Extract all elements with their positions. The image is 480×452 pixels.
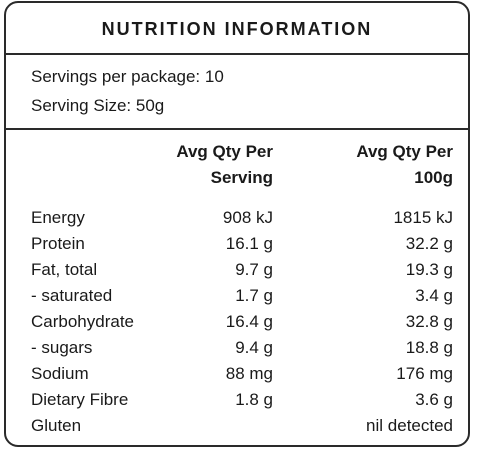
per-100g-value: 32.2 g xyxy=(405,234,453,253)
per-serving-value: 16.1 g xyxy=(225,234,273,253)
per-serving-value: 9.4 g xyxy=(235,338,273,357)
nutrient-name: Fat, total xyxy=(31,260,98,279)
panel-title: NUTRITION INFORMATION xyxy=(101,19,373,39)
per-serving-value: 16.4 g xyxy=(225,312,273,331)
serving-size: Serving Size: 50g xyxy=(31,96,165,115)
nutrient-name: Protein xyxy=(31,234,85,253)
column-header-per-100g-line1: Avg Qty Per xyxy=(356,142,453,161)
nutrient-row-energy: Energy 908 kJ 1815 kJ xyxy=(6,205,468,231)
nutrient-table: Energy 908 kJ 1815 kJ Protein 16.1 g 32.… xyxy=(6,205,468,439)
per-serving-value: 9.7 g xyxy=(235,260,273,279)
nutrient-name: - sugars xyxy=(31,338,93,357)
per-100g-value: 3.4 g xyxy=(415,286,453,305)
nutrient-name: Carbohydrate xyxy=(31,312,135,331)
column-header-per-serving: Avg Qty Per Serving xyxy=(176,139,273,191)
per-serving-value: 1.8 g xyxy=(235,390,273,409)
nutrient-name: - saturated xyxy=(31,286,113,305)
column-header-per-100g-line2: 100g xyxy=(414,168,453,187)
column-header-per-serving-line1: Avg Qty Per xyxy=(176,142,273,161)
servings-divider xyxy=(6,128,468,130)
nutrition-panel: NUTRITION INFORMATION Servings per packa… xyxy=(4,1,470,447)
title-divider xyxy=(6,53,468,55)
nutrient-row-saturated: - saturated 1.7 g 3.4 g xyxy=(6,283,468,309)
nutrient-row-protein: Protein 16.1 g 32.2 g xyxy=(6,231,468,257)
nutrient-row-sugars: - sugars 9.4 g 18.8 g xyxy=(6,335,468,361)
per-serving-value: 1.7 g xyxy=(235,286,273,305)
column-header-per-serving-line2: Serving xyxy=(210,168,273,187)
nutrient-name: Energy xyxy=(31,208,85,227)
per-serving-value: 88 mg xyxy=(225,364,273,383)
nutrient-row-fat-total: Fat, total 9.7 g 19.3 g xyxy=(6,257,468,283)
per-serving-value: 908 kJ xyxy=(222,208,273,227)
nutrient-row-carbohydrate: Carbohydrate 16.4 g 32.8 g xyxy=(6,309,468,335)
nutrient-name: Gluten xyxy=(31,416,82,435)
per-100g-value: 18.8 g xyxy=(405,338,453,357)
per-100g-value: 19.3 g xyxy=(405,260,453,279)
nutrient-name: Sodium xyxy=(31,364,89,383)
nutrient-row-gluten: Gluten nil detected xyxy=(6,413,468,439)
nutrient-row-dietary-fibre: Dietary Fibre 1.8 g 3.6 g xyxy=(6,387,468,413)
per-100g-value: 3.6 g xyxy=(415,390,453,409)
per-100g-value: 32.8 g xyxy=(405,312,453,331)
nutrient-row-sodium: Sodium 88 mg 176 mg xyxy=(6,361,468,387)
per-100g-value: 176 mg xyxy=(396,364,453,383)
servings-per-package: Servings per package: 10 xyxy=(31,67,224,86)
nutrient-name: Dietary Fibre xyxy=(31,390,129,409)
column-header-per-100g: Avg Qty Per 100g xyxy=(356,139,453,191)
per-100g-value: nil detected xyxy=(366,416,453,435)
per-100g-value: 1815 kJ xyxy=(393,208,453,227)
